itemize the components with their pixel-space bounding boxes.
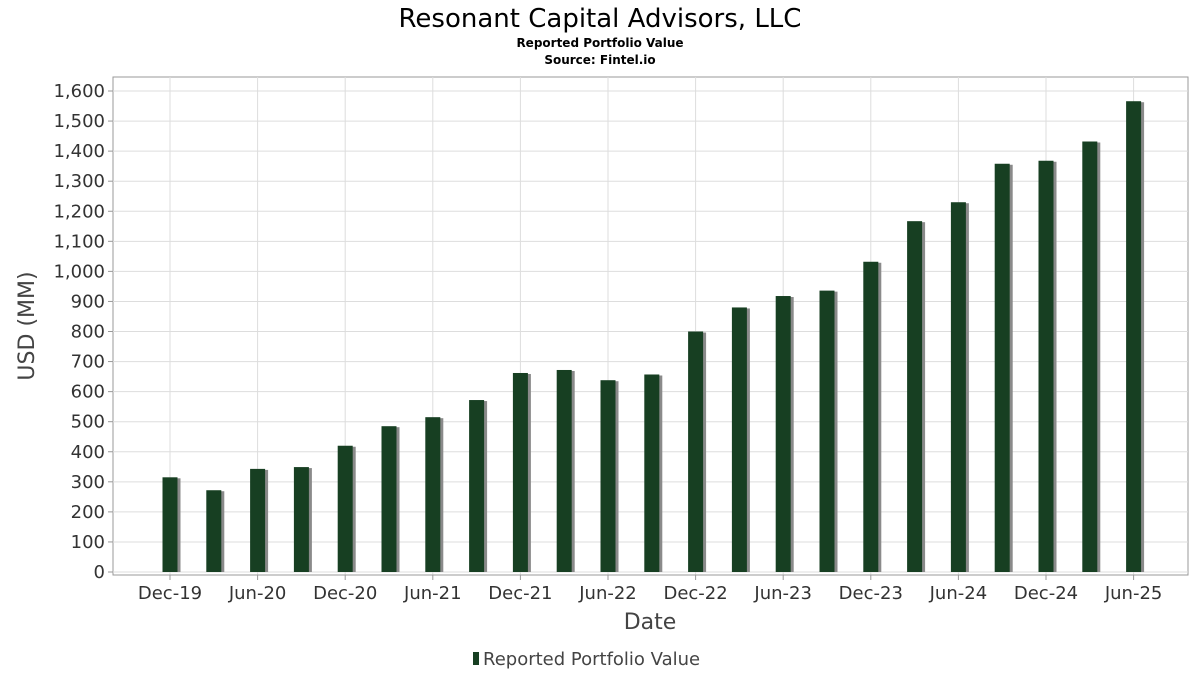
bar — [425, 417, 441, 572]
y-tick-label: 1,200 — [53, 201, 105, 222]
x-tick-label: Dec-23 — [839, 583, 903, 604]
bar — [1038, 160, 1054, 572]
bar — [600, 380, 616, 572]
y-tick-label: 700 — [71, 352, 105, 373]
bar — [512, 372, 528, 572]
x-tick-label: Jun-23 — [753, 583, 812, 604]
x-tick-label: Dec-22 — [663, 583, 727, 604]
y-tick-label: 600 — [71, 382, 105, 403]
bar — [556, 369, 572, 572]
bar — [994, 163, 1010, 572]
bar — [907, 221, 923, 572]
y-tick-label: 800 — [71, 322, 105, 343]
bar — [950, 202, 966, 572]
bar — [863, 261, 879, 572]
x-axis-label: Date — [624, 610, 677, 635]
x-tick-label: Dec-20 — [313, 583, 377, 604]
bar — [162, 477, 178, 572]
bar — [731, 307, 747, 572]
legend: Reported Portfolio Value — [473, 649, 700, 670]
bar — [644, 374, 660, 572]
y-tick-label: 0 — [94, 562, 105, 583]
bar — [1126, 101, 1142, 572]
x-tick-label: Jun-21 — [403, 583, 462, 604]
bar — [469, 400, 485, 572]
y-tick-label: 1,000 — [53, 261, 105, 282]
bar — [381, 426, 397, 572]
y-tick-label: 100 — [71, 532, 105, 553]
y-tick-label: 1,400 — [53, 141, 105, 162]
bars — [162, 101, 1145, 572]
chart-subtitle: Reported Portfolio Value — [516, 36, 683, 50]
x-tick-label: Dec-24 — [1014, 583, 1078, 604]
legend-label: Reported Portfolio Value — [483, 649, 700, 670]
bar — [819, 290, 835, 572]
bar — [206, 490, 222, 572]
y-tick-label: 1,500 — [53, 111, 105, 132]
y-tick-label: 500 — [71, 412, 105, 433]
y-tick-label: 1,600 — [53, 81, 105, 102]
bar — [293, 467, 309, 572]
bar — [337, 445, 353, 572]
x-tick-label: Dec-19 — [138, 583, 202, 604]
x-tick-label: Jun-25 — [1104, 583, 1163, 604]
x-axis-ticks: Dec-19 Jun-20 Dec-20 Jun-21 Dec-21 Jun-22 Dec-… — [138, 575, 1162, 604]
y-tick-label: 200 — [71, 502, 105, 523]
bar — [1082, 141, 1098, 572]
bar — [688, 331, 704, 572]
x-tick-label: Jun-22 — [578, 583, 637, 604]
chart-title: Resonant Capital Advisors, LLC — [399, 4, 802, 34]
y-axis-label: USD (MM) — [15, 271, 40, 380]
y-axis-ticks: 0 100 200 300 400 500 600 700 800 900 1,000 1,100 1,… — [53, 81, 113, 583]
y-tick-label: 400 — [71, 442, 105, 463]
chart-source: Source: Fintel.io — [544, 53, 655, 67]
x-tick-label: Dec-21 — [488, 583, 552, 604]
x-tick-label: Jun-24 — [929, 583, 988, 604]
legend-swatch — [473, 652, 479, 665]
y-tick-label: 900 — [71, 291, 105, 312]
y-tick-label: 1,300 — [53, 171, 105, 192]
bar — [250, 468, 266, 572]
bar — [775, 296, 791, 572]
x-tick-label: Jun-20 — [228, 583, 287, 604]
y-tick-label: 1,100 — [53, 231, 105, 252]
y-tick-label: 300 — [71, 472, 105, 493]
